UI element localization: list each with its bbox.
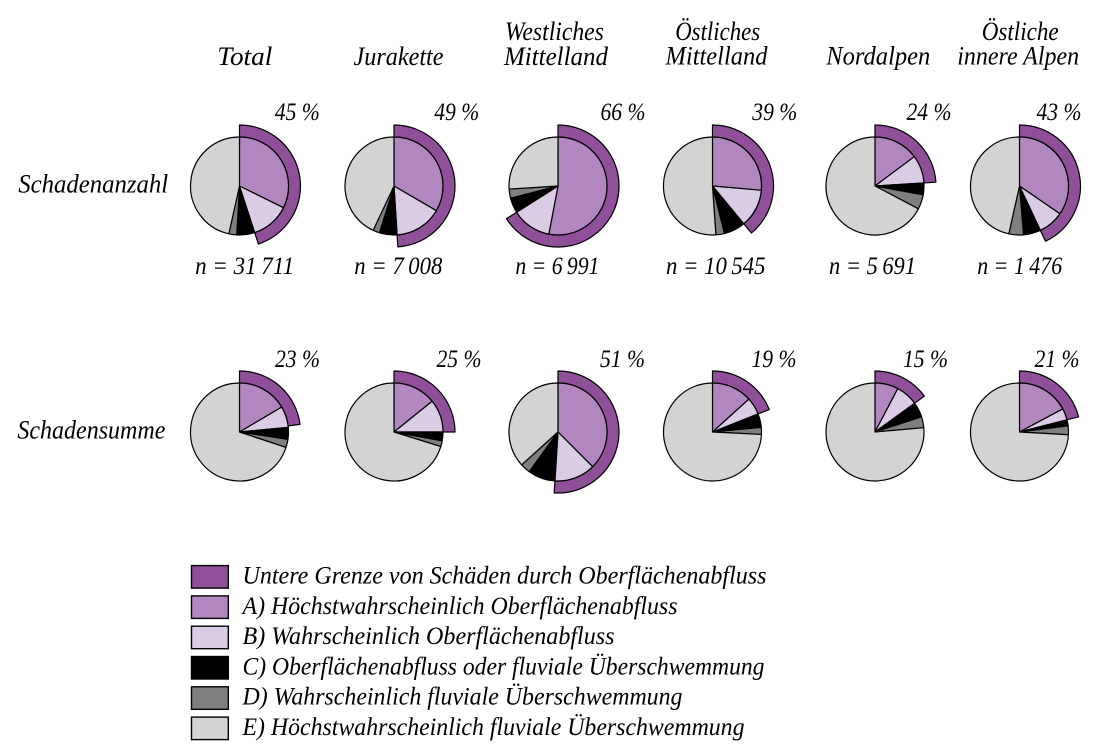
svg-text:innere Alpen: innere Alpen: [957, 41, 1079, 71]
svg-text:D) Wahrscheinlich fluviale Übe: D) Wahrscheinlich fluviale Überschwemmun…: [242, 682, 683, 711]
svg-text:E) Höchstwahrscheinlich fluvia: E) Höchstwahrscheinlich fluviale Übersch…: [242, 712, 745, 741]
svg-text:Untere Grenze von Schäden durc: Untere Grenze von Schäden durch Oberfläc…: [243, 561, 767, 590]
svg-text:A) Höchstwahrscheinlich Oberfl: A) Höchstwahrscheinlich Oberflächenabflu…: [241, 591, 678, 620]
svg-text:15 %: 15 %: [903, 344, 948, 373]
svg-text:24 %: 24 %: [907, 97, 952, 126]
svg-text:23 %: 23 %: [275, 344, 320, 373]
svg-text:n = 10 545: n = 10 545: [666, 251, 766, 280]
svg-text:51 %: 51 %: [600, 344, 645, 373]
svg-text:66 %: 66 %: [601, 97, 646, 126]
svg-text:Östliche: Östliche: [982, 16, 1059, 46]
svg-text:n = 6 991: n = 6 991: [515, 251, 599, 280]
svg-text:Westliches: Westliches: [505, 16, 604, 46]
svg-text:B) Wahrscheinlich Oberflächena: B) Wahrscheinlich Oberflächenabfluss: [243, 621, 615, 650]
svg-text:Nordalpen: Nordalpen: [825, 41, 930, 71]
svg-text:21 %: 21 %: [1035, 344, 1080, 373]
svg-text:19 %: 19 %: [752, 344, 797, 373]
svg-text:Mittelland: Mittelland: [665, 41, 769, 71]
svg-text:49 %: 49 %: [434, 97, 479, 126]
svg-text:Jurakette: Jurakette: [354, 41, 444, 71]
svg-text:Schadensumme: Schadensumme: [17, 415, 165, 445]
svg-text:Mittelland: Mittelland: [503, 41, 609, 71]
svg-text:n = 1 476: n = 1 476: [977, 251, 1062, 280]
svg-text:C) Oberflächenabfluss oder flu: C) Oberflächenabfluss oder fluviale Über…: [243, 651, 765, 680]
svg-text:n = 7 008: n = 7 008: [354, 251, 442, 280]
svg-text:43 %: 43 %: [1037, 97, 1082, 126]
svg-text:n = 31 711: n = 31 711: [195, 251, 294, 280]
svg-text:Total: Total: [217, 41, 272, 71]
svg-text:39 %: 39 %: [751, 97, 797, 126]
svg-text:25 %: 25 %: [437, 344, 482, 373]
svg-text:n = 5 691: n = 5 691: [829, 251, 916, 280]
svg-text:Schadenanzahl: Schadenanzahl: [18, 169, 168, 199]
svg-text:45 %: 45 %: [275, 97, 320, 126]
svg-text:Östliches: Östliches: [675, 16, 760, 46]
